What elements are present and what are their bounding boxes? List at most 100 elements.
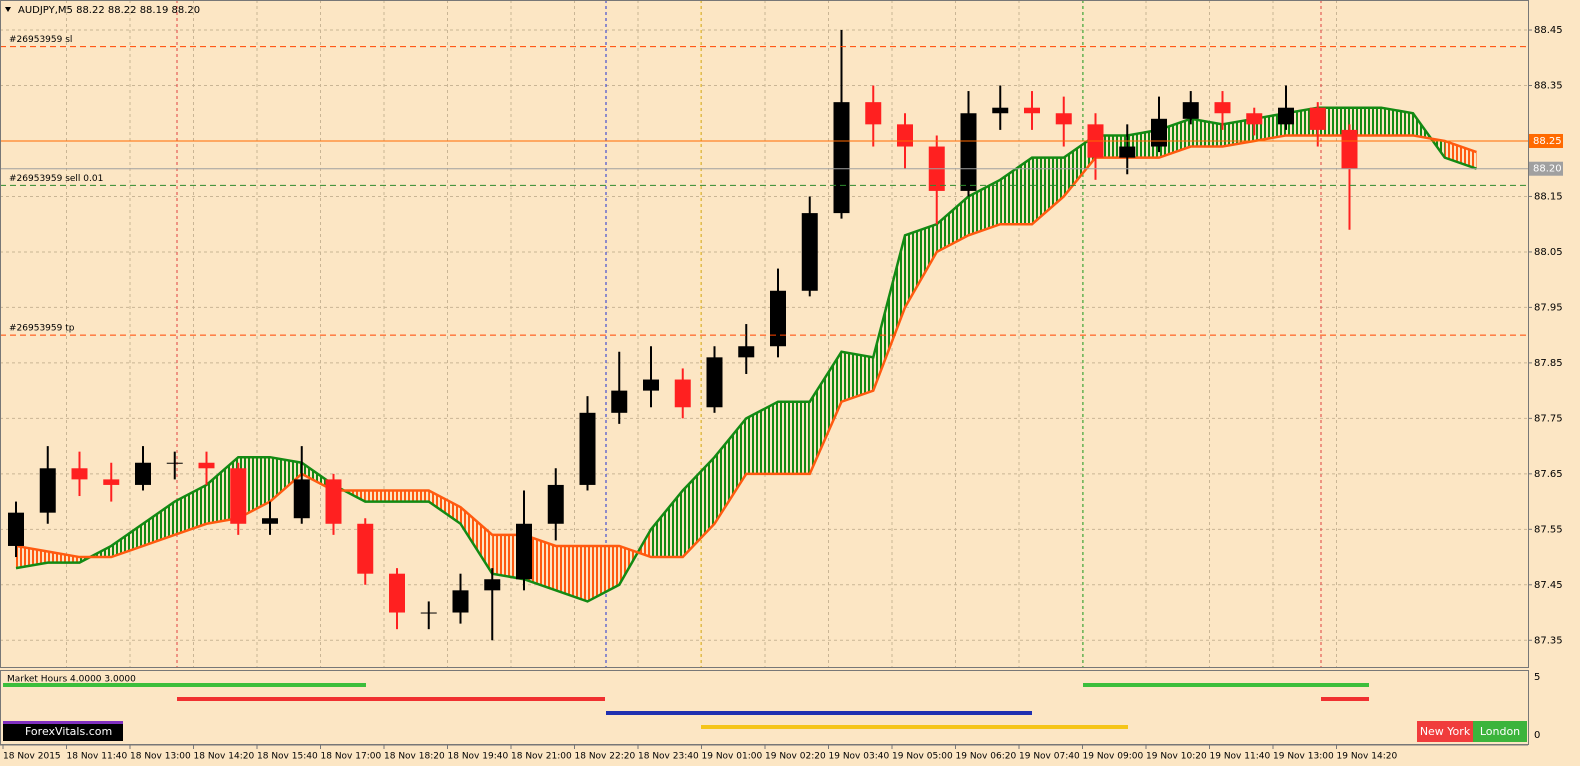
x-tick-label: 18 Nov 13:00 <box>130 752 191 762</box>
candle-body <box>1278 107 1294 125</box>
y-tick-label: 88.15 <box>1534 191 1563 202</box>
session-badge <box>1417 721 1473 742</box>
candle-body <box>103 479 120 485</box>
candle-body <box>738 346 755 358</box>
cloud-segment <box>1381 107 1413 136</box>
cloud-segment <box>905 224 937 308</box>
x-tick-label: 18 Nov 18:20 <box>384 752 445 762</box>
watermark-box <box>3 721 123 741</box>
candle-body <box>547 484 564 524</box>
x-tick-label: 18 Nov 2015 <box>3 752 61 762</box>
cloud-segment <box>174 484 207 535</box>
y-tick-label: 88.45 <box>1534 25 1563 36</box>
price-badge <box>1529 161 1563 176</box>
candle-body <box>452 590 469 613</box>
candle-body <box>484 579 501 591</box>
candle-body <box>579 412 596 485</box>
candle-body <box>516 523 532 580</box>
candle-body <box>357 523 374 574</box>
session-label: London <box>1480 725 1520 738</box>
candle-body <box>801 213 818 291</box>
cloud-segment <box>873 235 905 391</box>
cloud-segment <box>1349 107 1382 136</box>
x-tick-label: 18 Nov 23:40 <box>638 752 699 762</box>
candle-body <box>325 479 342 524</box>
y-tick-label: 87.35 <box>1534 635 1563 646</box>
candle-body <box>770 290 786 347</box>
lines: #26953959 sl #26953959 sell 0.01 #26953959… <box>0 35 1528 336</box>
x-tick-label: 18 Nov 14:20 <box>194 752 255 762</box>
y-tick-label: 87.65 <box>1534 469 1563 480</box>
indicator-tick-label: 5 <box>1534 672 1540 683</box>
order-label: #26953959 sl <box>9 35 72 45</box>
x-tick-label: 19 Nov 10:20 <box>1146 752 1207 762</box>
candle-body <box>39 468 56 513</box>
x-tick-label: 18 Nov 11:40 <box>67 752 128 762</box>
session-label: New York <box>1420 725 1471 738</box>
x-tick-label: 18 Nov 17:00 <box>321 752 382 762</box>
candle-body <box>643 379 659 391</box>
cloud-segment <box>651 490 683 558</box>
candle-body <box>1055 113 1072 125</box>
cloud-segment <box>841 351 874 402</box>
x-tick-label: 19 Nov 11:40 <box>1210 752 1271 762</box>
price-label: 88.25 <box>1533 136 1562 147</box>
cloud-segment <box>270 457 302 502</box>
cloud-span <box>15 106 1477 603</box>
y-tick-label: 87.85 <box>1534 358 1563 369</box>
x-tick-label: 19 Nov 14:20 <box>1337 752 1398 762</box>
cloud-segment <box>746 401 778 474</box>
x-tick-label: 18 Nov 19:40 <box>448 752 509 762</box>
cloud-segment <box>1032 157 1064 225</box>
candle-body <box>706 357 723 408</box>
y-tick-label: 87.55 <box>1534 524 1563 535</box>
candle-body <box>389 573 405 613</box>
cloud-segment <box>16 545 48 569</box>
order-label: #26953959 tp <box>9 324 75 334</box>
cloud-segment <box>1222 118 1255 147</box>
indicator-tick-label: 0 <box>1534 730 1540 741</box>
x-tick-label: 19 Nov 02:20 <box>765 752 826 762</box>
x-tick-label: 18 Nov 21:00 <box>511 752 572 762</box>
collapse-icon[interactable] <box>5 7 11 12</box>
y-tick-label: 88.35 <box>1534 81 1563 92</box>
cloud-segment <box>809 351 842 474</box>
x-tick-label: 19 Nov 03:40 <box>829 752 890 762</box>
x-tick-label: 19 Nov 05:00 <box>892 752 953 762</box>
candle-body <box>198 462 215 469</box>
candle-body <box>1182 102 1199 119</box>
cloud-segment <box>460 507 493 574</box>
x-tick-label: 19 Nov 06:20 <box>956 752 1017 762</box>
candle-body <box>293 479 310 519</box>
y-tick-label: 88.05 <box>1534 247 1563 258</box>
x-tick-label: 18 Nov 15:40 <box>257 752 318 762</box>
watermark-stripe <box>3 721 123 724</box>
x-tick-label: 18 Nov 22:20 <box>575 752 636 762</box>
cloud-segment <box>47 551 80 563</box>
cloud-segment <box>428 490 461 524</box>
cloud-span <box>15 134 1477 559</box>
candle-body <box>230 468 247 524</box>
cloud-segment <box>555 545 588 602</box>
cloud-segment <box>365 490 397 502</box>
cloud-segment <box>778 401 810 474</box>
indicator-title: Market Hours 4.0000 3.0000 <box>7 675 136 685</box>
y-tick-label: 87.95 <box>1534 302 1563 313</box>
y-tick-label: 87.45 <box>1534 580 1563 591</box>
y-tick-label: 87.75 <box>1534 413 1563 424</box>
x-tick-label: 19 Nov 07:40 <box>1019 752 1080 762</box>
grid <box>0 0 1528 668</box>
candle-body <box>833 102 850 214</box>
x-tick-label: 19 Nov 01:00 <box>702 752 763 762</box>
x-tick-label: 19 Nov 09:00 <box>1083 752 1144 762</box>
cloud-segment <box>1444 140 1477 169</box>
order-label: #26953959 sell 0.01 <box>9 174 103 184</box>
cloud-segment <box>143 501 175 546</box>
cloud-segment <box>1190 118 1223 147</box>
cloud-segment <box>397 490 429 502</box>
plot-frame <box>0 0 1529 668</box>
candle-body <box>1024 107 1040 114</box>
candle-body <box>420 612 437 614</box>
candle-body <box>960 113 977 191</box>
candle-body <box>674 379 691 408</box>
